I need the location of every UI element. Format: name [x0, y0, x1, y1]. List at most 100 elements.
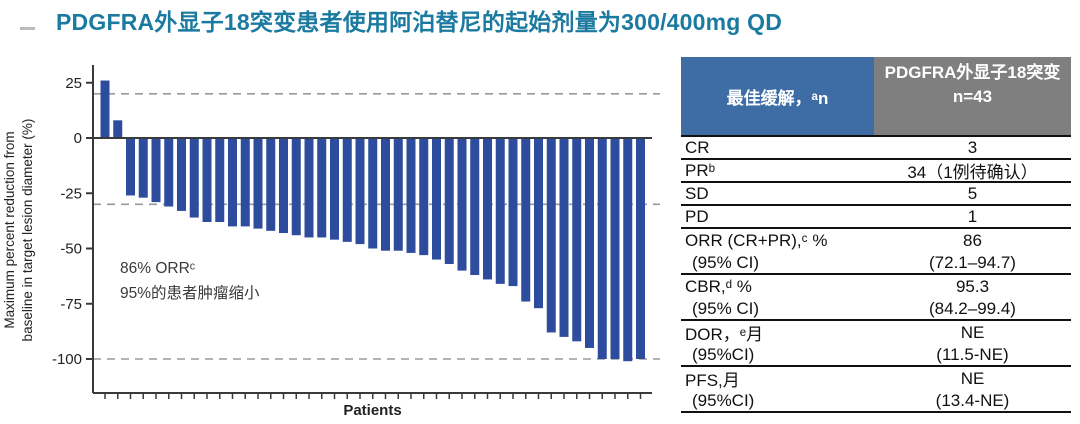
row-value: 3 — [967, 137, 978, 157]
row-value: 95.3 — [955, 276, 990, 296]
patient-bar — [419, 138, 429, 256]
patient-bar — [432, 138, 441, 260]
table-row: PFS,月 NE — [681, 367, 1071, 391]
patient-bar — [304, 138, 314, 238]
row-value: (11.5-NE) — [936, 344, 1009, 364]
row-label: ORR (CR+PR),ᶜ % — [685, 230, 828, 250]
patient-bar — [457, 138, 467, 271]
patient-bar — [138, 138, 148, 198]
row-label: SD — [685, 183, 709, 203]
row-label: (95% CI) — [692, 298, 760, 318]
patient-bar — [470, 138, 480, 276]
patient-bar — [317, 138, 327, 238]
patient-bar — [406, 138, 416, 253]
y-axis-tick-label: -100 — [52, 351, 82, 368]
patient-bar — [534, 138, 543, 309]
patient-bar — [330, 138, 339, 240]
row-value: NE — [960, 368, 985, 388]
table-header-best-response: 最佳缓解，ᵃn — [681, 57, 874, 135]
table-row: CR 3 — [681, 137, 1071, 160]
table-row: (95%CI) (13.4-NE) — [681, 390, 1071, 413]
row-value: (13.4-NE) — [935, 390, 1010, 410]
patient-bar — [240, 138, 250, 227]
y-axis-tick-label: -25 — [60, 185, 82, 202]
patient-bar — [368, 138, 378, 249]
row-value: 86 — [963, 230, 982, 250]
table-body: CR 3 PRᵇ 34（1例待确认） SD 5 PD 1 ORR (CR+PR),ᶜ % 86 (9… — [681, 137, 1071, 413]
patient-bar — [483, 138, 492, 280]
table-header-cohort-n: n=43 — [952, 86, 993, 106]
patient-bar — [508, 138, 518, 287]
waterfall-chart-svg: 25 0 -25 -50 -75 -100 Patients Maximum percent … — [2, 65, 660, 419]
patient-bar — [495, 138, 505, 284]
patient-bar — [572, 138, 582, 342]
table-header-row: 最佳缓解，ᵃn PDGFRA外显子18突变 n=43 — [681, 57, 1071, 137]
patient-bar — [291, 138, 301, 236]
patient-bar — [623, 138, 633, 362]
patient-bar — [266, 138, 276, 231]
table-row: ORR (CR+PR),ᶜ % 86 — [681, 229, 1071, 252]
patient-bar — [381, 138, 390, 251]
patient-bar — [393, 138, 403, 251]
title-bullet-dash — [20, 27, 35, 30]
row-value: 5 — [967, 183, 978, 203]
table-row: PRᵇ 34（1例待确认） — [681, 160, 1071, 183]
patient-bar — [151, 138, 161, 203]
patient-bar — [355, 138, 365, 245]
patient-bar — [215, 138, 225, 222]
row-value: NE — [960, 322, 985, 342]
patient-bar — [100, 80, 110, 138]
table-header-cohort-title: PDGFRA外显子18突变 — [884, 63, 1061, 82]
row-label: (95%CI) — [692, 390, 755, 410]
x-axis-label: Patients — [343, 402, 401, 419]
row-label: (95%CI) — [692, 344, 755, 364]
y-axis-tick-label: 0 — [74, 130, 82, 147]
patient-bar — [546, 138, 556, 333]
row-value: 1 — [967, 206, 978, 226]
patient-bar — [177, 138, 186, 211]
patient-bar — [253, 138, 263, 229]
patient-bar — [521, 138, 531, 302]
y-axis-label: Maximum percent reduction from — [2, 131, 17, 328]
patient-bar — [228, 138, 237, 227]
chart-annotation: 95%的患者肿瘤缩小 — [120, 284, 260, 302]
row-value: 34（1例待确认） — [907, 163, 1038, 182]
table-row: CBR,ᵈ % 95.3 — [681, 275, 1071, 298]
patient-bar — [559, 138, 569, 337]
page-title: PDGFRA外显子18突变患者使用阿泊替尼的起始剂量为300/400mg QD — [56, 9, 783, 35]
patient-bar — [164, 138, 174, 207]
patient-bar — [585, 138, 594, 348]
patient-bar — [444, 138, 454, 264]
chart-annotation: 86% ORRᶜ — [120, 260, 196, 277]
row-value: (72.1–94.7) — [929, 252, 1016, 272]
row-label: PD — [685, 206, 709, 226]
table-row: (95% CI) (84.2–99.4) — [681, 298, 1071, 321]
row-label: DOR，ᵉ月 — [685, 325, 764, 344]
patient-bar — [342, 138, 352, 242]
best-response-table: 最佳缓解，ᵃn PDGFRA外显子18突变 n=43 CR 3 PRᵇ 34（1例待确… — [681, 57, 1071, 413]
row-value: (84.2–99.4) — [929, 298, 1016, 318]
table-row: SD 5 — [681, 183, 1071, 206]
y-axis-tick-label: 25 — [65, 75, 82, 92]
patient-bar — [189, 138, 199, 218]
table-header-cohort: PDGFRA外显子18突变 n=43 — [874, 57, 1071, 135]
row-label: (95% CI) — [692, 252, 760, 272]
y-axis-tick-label: -75 — [60, 296, 82, 313]
row-label: PFS,月 — [685, 371, 740, 390]
row-label: PRᵇ — [685, 160, 716, 180]
row-label: CBR,ᵈ % — [685, 276, 752, 296]
patient-bar — [597, 138, 607, 359]
patient-bar — [279, 138, 288, 234]
table-row: (95%CI) (11.5-NE) — [681, 344, 1071, 367]
table-row: DOR，ᵉ月 NE — [681, 321, 1071, 345]
patient-bar — [202, 138, 212, 222]
table-row: PD 1 — [681, 206, 1071, 229]
row-label: CR — [685, 137, 710, 157]
waterfall-chart: 25 0 -25 -50 -75 -100 Patients Maximum percent … — [0, 45, 670, 424]
patient-bar — [636, 138, 645, 359]
table-row: (95% CI) (72.1–94.7) — [681, 252, 1071, 275]
patient-bar — [126, 138, 135, 196]
patient-bar — [113, 120, 123, 138]
y-axis-label: baseline in target lesion diameter (%) — [20, 119, 35, 342]
patient-bar — [610, 138, 620, 359]
